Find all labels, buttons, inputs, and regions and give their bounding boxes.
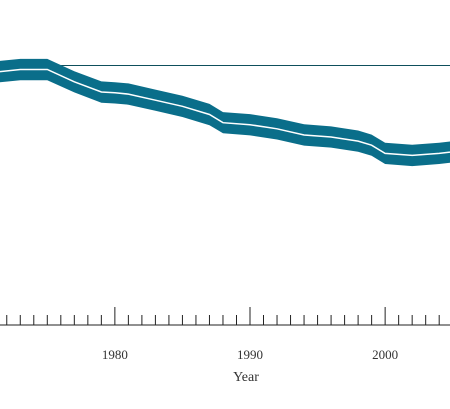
series-line [0,68,450,157]
series-layer [0,58,450,167]
series-band [0,58,450,167]
x-axis-ticks [6,307,440,325]
x-tick-label: 1990 [237,347,263,362]
x-axis-title: Year [233,370,259,385]
x-axis-tick-labels: 1980 1990 2000 [102,347,398,362]
x-tick-label: 2000 [372,347,398,362]
x-tick-label: 1980 [102,347,128,362]
